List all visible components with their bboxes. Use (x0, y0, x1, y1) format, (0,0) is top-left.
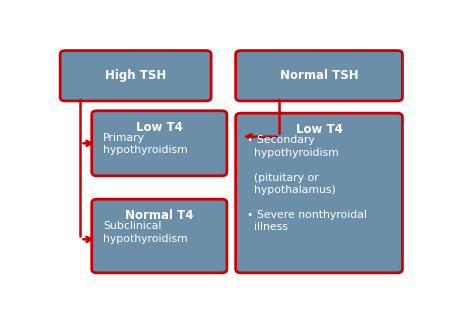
Text: • Secondary
  hypothyroidism

  (pituitary or
  hypothalamus)

• Severe nonthyro: • Secondary hypothyroidism (pituitary or… (247, 135, 367, 232)
FancyBboxPatch shape (92, 111, 227, 176)
Text: Primary
hypothyroidism: Primary hypothyroidism (103, 133, 188, 155)
FancyBboxPatch shape (236, 51, 402, 101)
Text: Normal T4: Normal T4 (125, 209, 193, 222)
FancyBboxPatch shape (236, 113, 402, 273)
FancyBboxPatch shape (60, 51, 211, 101)
Text: High TSH: High TSH (105, 69, 166, 82)
FancyBboxPatch shape (92, 199, 227, 273)
Text: Low T4: Low T4 (136, 121, 183, 134)
Text: Subclinical
hypothyroidism: Subclinical hypothyroidism (103, 221, 188, 244)
Text: Normal TSH: Normal TSH (280, 69, 358, 82)
Text: Low T4: Low T4 (296, 123, 342, 136)
